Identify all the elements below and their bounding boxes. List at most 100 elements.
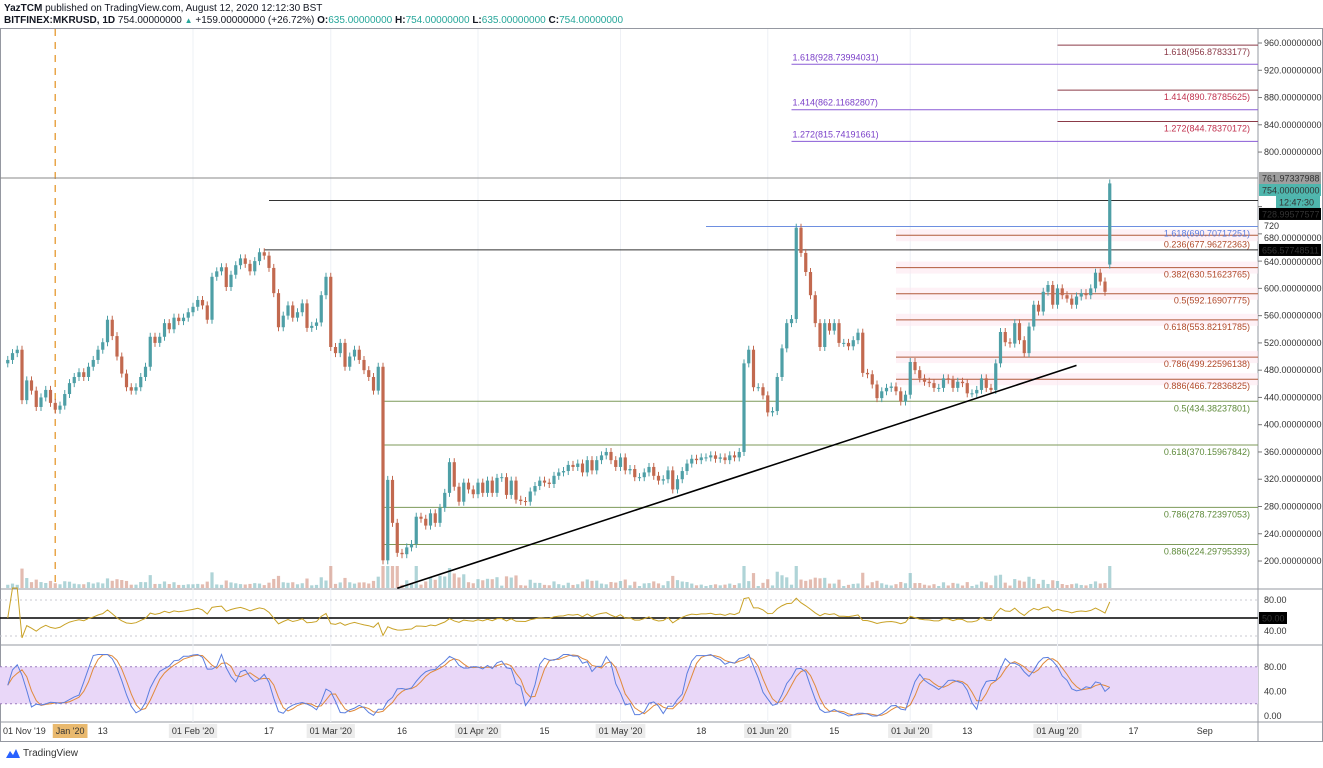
candle-body: [884, 387, 889, 392]
candle-body: [357, 349, 361, 360]
volume-bar: [248, 583, 252, 588]
candle-body: [637, 477, 642, 479]
candle-body: [785, 323, 789, 349]
candle-body: [994, 363, 998, 390]
fib-level-label: 0.618(370.15967842): [1164, 447, 1250, 457]
volume-bar: [1103, 583, 1107, 588]
volume-bar: [647, 583, 651, 588]
candle-body: [238, 258, 243, 266]
rsi-tick-label: 80.00: [1264, 595, 1287, 605]
volume-bar: [120, 580, 124, 588]
candle-body: [1008, 342, 1012, 344]
time-label-box: [168, 724, 218, 738]
volume-bar: [542, 584, 547, 588]
candle-body: [234, 265, 238, 275]
candle-body: [424, 518, 428, 526]
volume-bar: [590, 580, 594, 588]
volume-bar: [918, 583, 922, 588]
volume-bar: [523, 585, 528, 588]
volume-bar: [861, 572, 865, 588]
volume-bar: [984, 582, 988, 588]
trendline: [397, 364, 1077, 590]
candle-body: [766, 395, 770, 413]
volume-bar: [913, 583, 917, 588]
volume-bar: [53, 583, 57, 588]
candle-body: [314, 322, 319, 326]
volume-bar: [262, 585, 266, 588]
candle-body: [25, 380, 29, 401]
candle-body: [590, 460, 594, 471]
volume-bar: [903, 583, 908, 588]
volume-bar: [333, 583, 338, 588]
candle-body: [101, 342, 105, 350]
candle-body: [319, 295, 323, 323]
time-tick-label: 15: [829, 726, 839, 736]
volume-bar: [485, 578, 490, 588]
volume-bar: [623, 579, 627, 588]
candle-body: [647, 466, 651, 473]
volume-bar: [395, 566, 399, 588]
candle-body: [329, 276, 333, 347]
candle-body: [34, 390, 38, 407]
volume-bar: [390, 566, 395, 588]
price-tick-label: 600.00000000: [1264, 283, 1322, 293]
volume-bar: [842, 586, 846, 588]
volume-bar: [324, 580, 328, 588]
volume-bar: [224, 580, 228, 588]
stoch-d-line: [7, 653, 1110, 716]
volume-bar: [438, 575, 442, 588]
author-name[interactable]: YazTCM: [4, 3, 43, 14]
volume-bar: [257, 583, 262, 588]
fib-level-label: 0.786(278.72397053): [1164, 509, 1250, 519]
candle-body: [984, 378, 988, 388]
volume-bar: [804, 580, 808, 588]
volume-bar: [794, 566, 798, 588]
volume-bar: [671, 575, 675, 588]
volume-bar: [319, 577, 323, 588]
price-tick-label: 320.00000000: [1264, 474, 1322, 484]
volume-bar: [205, 581, 209, 588]
price-label-text: 728.99577577: [1262, 209, 1320, 219]
price-tick-label: 680.00000000: [1264, 233, 1322, 243]
candle-body: [134, 387, 138, 391]
rsi-line: [7, 587, 1111, 639]
candle-body: [77, 372, 81, 377]
volume-bar: [20, 568, 24, 588]
candle-body: [903, 394, 908, 402]
candle-body: [205, 305, 209, 320]
volume-bar: [756, 586, 760, 588]
time-label-box: [744, 724, 792, 738]
volume-bar: [314, 584, 319, 588]
candle-body: [129, 387, 133, 391]
rsi-tick-label: 50.00: [1262, 614, 1285, 624]
candle-body: [1089, 288, 1093, 296]
candle-body: [419, 516, 423, 519]
price-label-box: [1259, 183, 1321, 196]
candle-body: [552, 475, 556, 484]
volume-bar: [899, 581, 903, 588]
candle-body: [462, 482, 466, 502]
candle-body: [528, 491, 532, 502]
volume-bar: [1084, 585, 1088, 588]
volume-bar: [652, 581, 656, 588]
candle-body: [585, 460, 589, 473]
volume-bar: [956, 583, 960, 588]
price-label-text: 761.97337988: [1262, 173, 1320, 183]
volume-bar: [172, 582, 176, 588]
candle-body: [348, 356, 352, 367]
candle-body: [998, 331, 1003, 364]
candle-body: [685, 463, 689, 472]
candle-body: [148, 336, 152, 367]
volume-bar: [1074, 583, 1079, 588]
candle-body: [367, 370, 371, 377]
candle-body: [466, 482, 471, 490]
volume-bar: [637, 586, 642, 588]
candle-body: [1036, 304, 1041, 312]
candle-body: [447, 462, 452, 493]
candle-body: [595, 460, 599, 471]
volume-bar: [709, 584, 713, 588]
candle-body: [115, 336, 119, 357]
rsi-value-box: [1259, 612, 1287, 624]
volume-bar: [433, 579, 437, 588]
